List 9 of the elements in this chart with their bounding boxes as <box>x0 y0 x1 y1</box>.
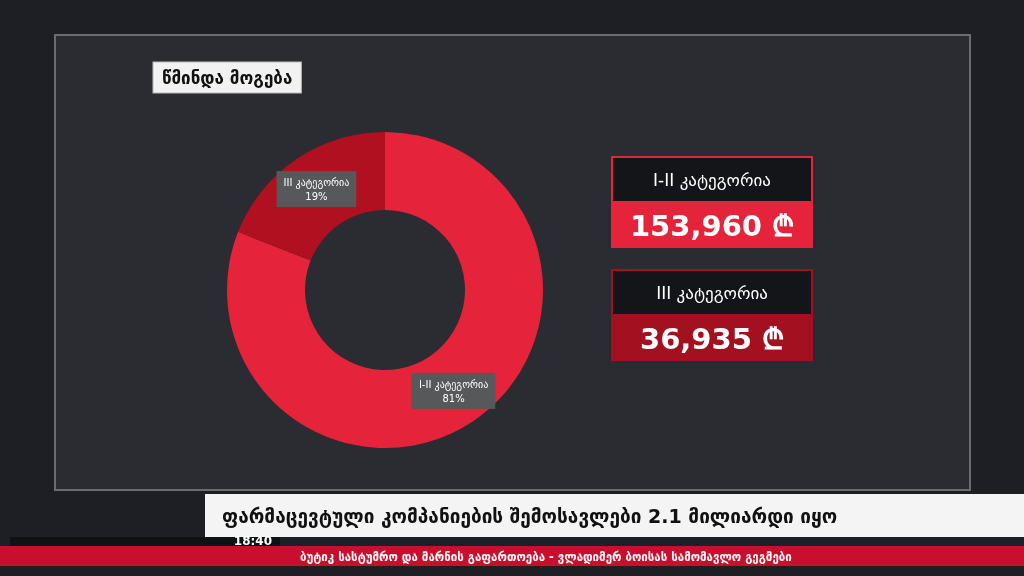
chart-title: წმინდა მოგება <box>162 68 293 88</box>
slice-label: III კატეგორია <box>283 177 350 190</box>
text: 18:40 <box>233 534 272 548</box>
data-label: 81% <box>442 392 465 404</box>
data-label: 19% <box>305 191 328 203</box>
slice-label: I-II კატეგორია <box>418 378 489 391</box>
text: ფარმაცევტული კომპანიების შემოსავლები 2.1 მილიარდი იყო <box>222 505 838 528</box>
donut-slice <box>227 132 543 448</box>
text: ბუტიკ სასტუმრო და მარნის გაფართოება - ვლადიმერ ბოისას სამომავლო გეგმები <box>300 550 792 564</box>
